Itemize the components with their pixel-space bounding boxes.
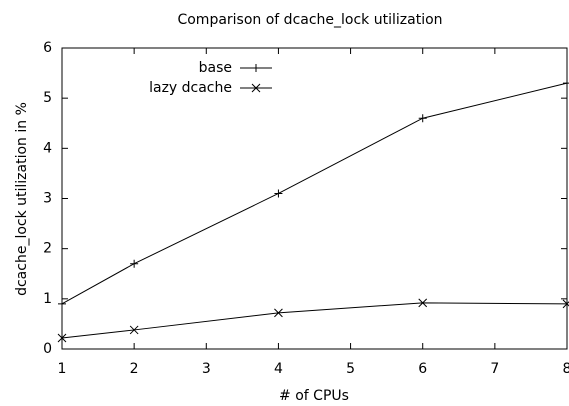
x-axis-label: # of CPUs bbox=[279, 388, 349, 404]
y-tick-label: 6 bbox=[43, 40, 52, 56]
legend-label: base bbox=[199, 60, 232, 76]
y-tick-label: 3 bbox=[43, 191, 52, 207]
point-marker bbox=[130, 259, 139, 268]
x-tick-label: 6 bbox=[418, 361, 427, 377]
point-marker bbox=[57, 333, 67, 343]
legend-label: lazy dcache bbox=[149, 80, 232, 96]
legend-marker bbox=[251, 83, 261, 93]
point-marker bbox=[129, 325, 139, 335]
point-marker bbox=[58, 299, 66, 308]
y-tick-label: 2 bbox=[43, 241, 52, 257]
x-tick-label: 3 bbox=[202, 361, 211, 377]
point-marker bbox=[562, 299, 569, 309]
point-marker bbox=[563, 79, 569, 88]
point-marker bbox=[274, 189, 283, 198]
plot-frame bbox=[61, 47, 568, 350]
x-tick-label: 2 bbox=[130, 361, 139, 377]
legend-marker bbox=[252, 64, 260, 72]
y-tick-label: 1 bbox=[43, 291, 52, 307]
x-tick-label: 7 bbox=[490, 361, 499, 377]
point-marker bbox=[418, 114, 427, 123]
y-tick-label: 5 bbox=[43, 90, 52, 106]
x-tick-label: 8 bbox=[563, 361, 569, 377]
y-tick-label: 0 bbox=[43, 341, 52, 357]
point-marker bbox=[274, 308, 283, 318]
series-line bbox=[61, 82, 568, 305]
y-axis-label: dcache_lock utilization in % bbox=[14, 102, 30, 296]
x-tick-label: 5 bbox=[346, 361, 355, 377]
y-tick-label: 4 bbox=[43, 140, 52, 156]
x-tick-label: 4 bbox=[274, 361, 283, 377]
chart-title: Comparison of dcache_lock utilization bbox=[177, 12, 442, 28]
series-line bbox=[61, 302, 568, 339]
point-marker bbox=[418, 298, 428, 308]
x-tick-label: 1 bbox=[58, 361, 67, 377]
